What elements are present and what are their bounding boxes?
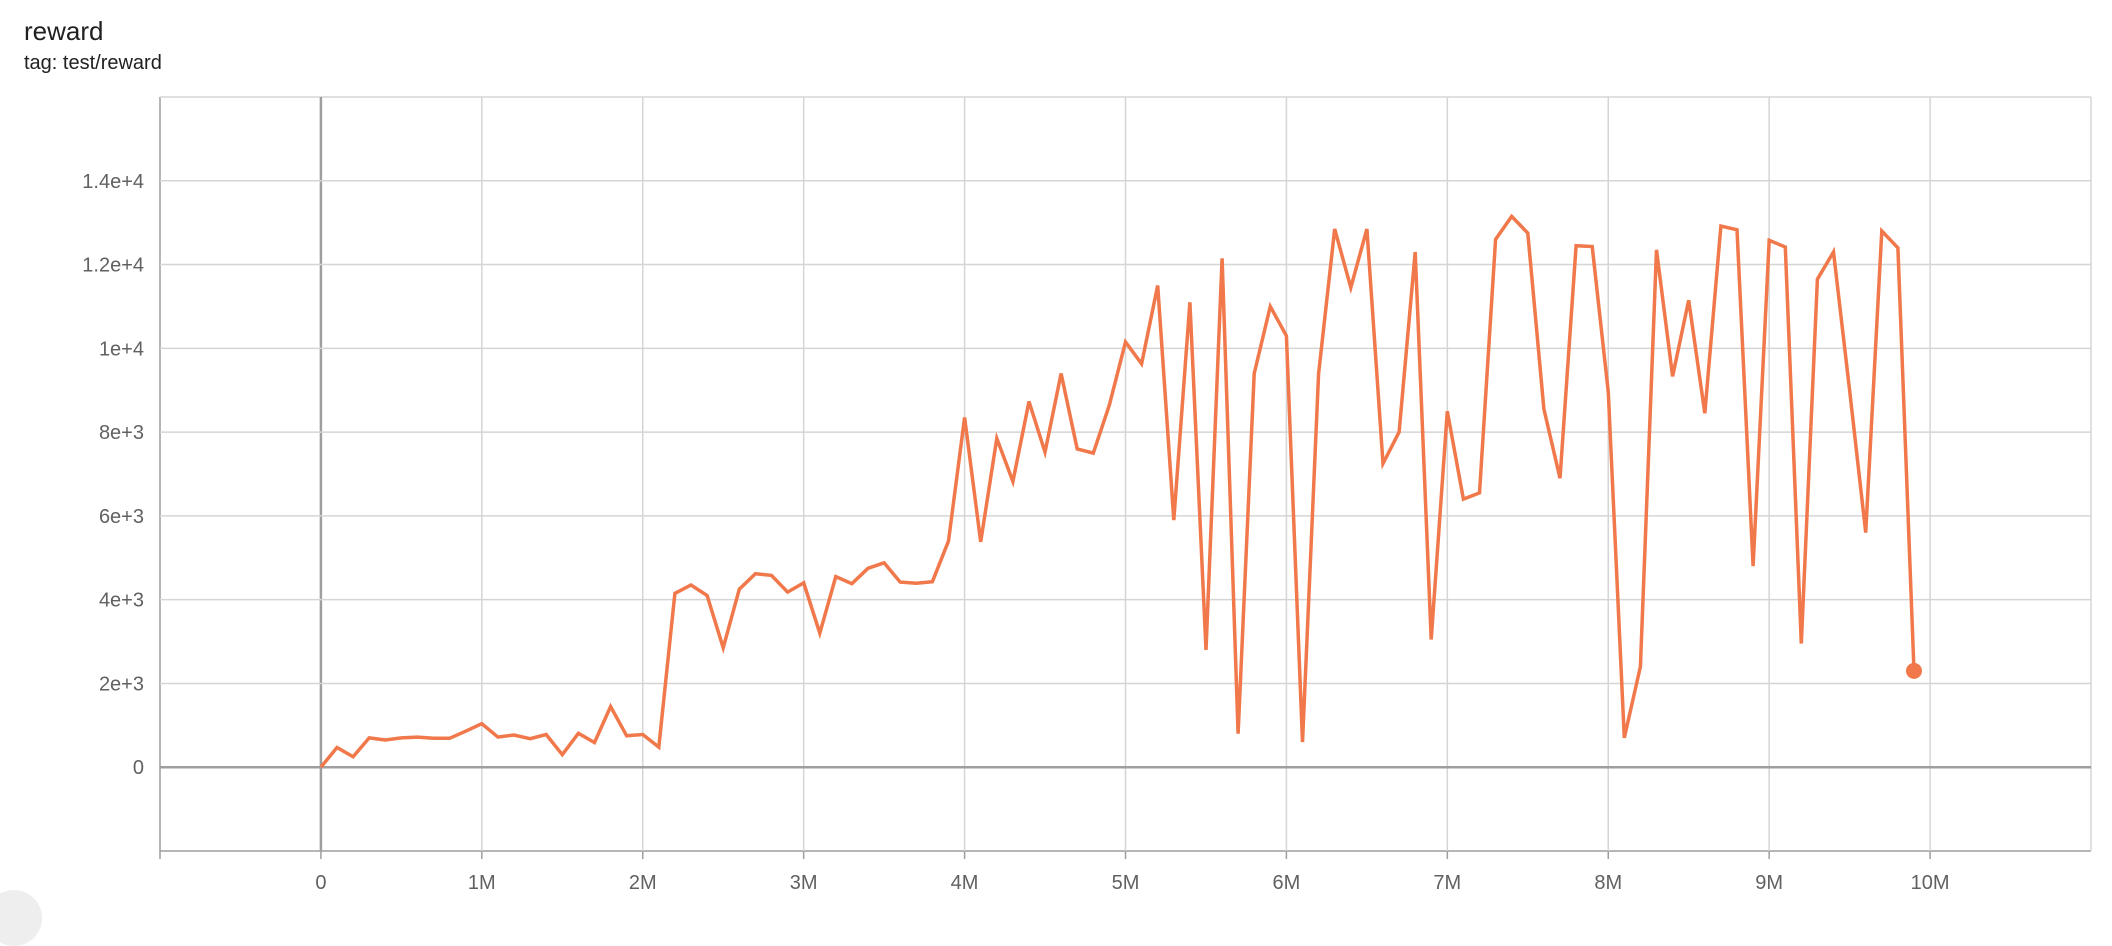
y-tick-label: 2e+3 xyxy=(99,673,144,695)
last-data-point xyxy=(1905,662,1922,679)
y-tick-label: 8e+3 xyxy=(99,422,144,444)
y-tick-label: 1.2e+4 xyxy=(82,255,144,277)
x-tick-label: 1M xyxy=(468,872,496,894)
x-tick-label: 8M xyxy=(1594,872,1622,894)
x-tick-label: 6M xyxy=(1273,872,1301,894)
y-tick-label: 1e+4 xyxy=(99,338,144,360)
chart-title: reward xyxy=(24,16,104,46)
x-tick-label: 4M xyxy=(951,872,979,894)
x-tick-label: 7M xyxy=(1433,872,1461,894)
y-tick-label: 6e+3 xyxy=(99,506,144,528)
x-tick-label: 0 xyxy=(315,872,326,894)
y-tick-label: 1.4e+4 xyxy=(82,171,144,193)
x-tick-label: 3M xyxy=(790,872,818,894)
chart-tag: tag: test/reward xyxy=(24,52,162,74)
x-tick-label: 2M xyxy=(629,872,657,894)
x-tick-label: 10M xyxy=(1911,872,1950,894)
x-tick-label: 9M xyxy=(1755,872,1783,894)
x-tick-label: 5M xyxy=(1112,872,1140,894)
series-line xyxy=(319,213,1916,769)
line-chart: 0 1M 2M 3M 4M 5M 6M 7M 8M 9M 10M 0 2e+3 4e+3 6e+3 8e+3 1… xyxy=(82,96,2092,894)
y-tick-label: 4e+3 xyxy=(99,590,144,612)
y-tick-label: 0 xyxy=(133,757,144,779)
